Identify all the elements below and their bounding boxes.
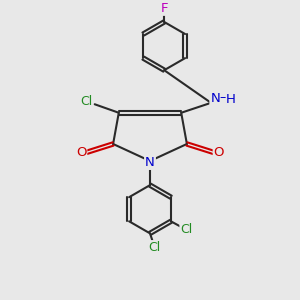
Text: O: O (214, 146, 224, 159)
Text: F: F (160, 2, 168, 15)
Text: Cl: Cl (80, 95, 92, 108)
Text: H: H (226, 94, 236, 106)
Text: O: O (76, 146, 86, 159)
Text: Cl: Cl (148, 241, 160, 254)
Text: –: – (220, 92, 226, 104)
Text: N: N (145, 156, 155, 169)
Text: N: N (210, 92, 220, 105)
Text: Cl: Cl (180, 223, 193, 236)
